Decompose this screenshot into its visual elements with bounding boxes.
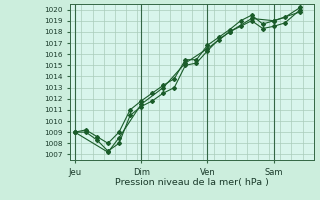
X-axis label: Pression niveau de la mer( hPa ): Pression niveau de la mer( hPa ) xyxy=(115,178,269,187)
